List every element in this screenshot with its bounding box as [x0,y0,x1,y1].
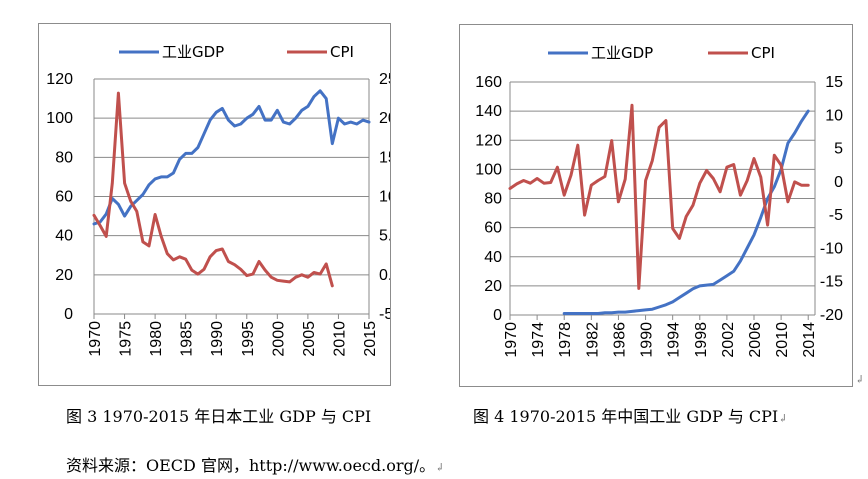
chart1-x-tick-label: 2006 [747,322,764,358]
chart0-x-tick-label: 1970 [87,321,104,357]
chart0-x-tick-label: 1995 [240,321,257,357]
chart1-left-tick-label: 60 [484,220,502,237]
chart1-left-tick-label: 160 [475,74,502,91]
chart1-x-tick-label: 2002 [720,322,737,358]
return-mark-2: ↲ [778,412,788,425]
chart0-right-tick-label: 20.0 [379,110,390,127]
chart0-left-tick-label: 120 [46,71,73,88]
chart0-x-tick-label: 1980 [148,321,165,357]
chart0-x-tick-label: 1975 [118,321,135,357]
chart1-x-tick-label: 1994 [666,322,683,358]
chart1-left-tick-label: 140 [475,103,502,120]
chart0-right-tick-label: 10.0 [379,189,390,206]
chart1-right-tick-label: -15 [820,274,843,291]
chart0-x-tick-label: 2000 [270,321,287,357]
chart-panel-japan: 0 20 40 60 80 100 120 -5.0 0.0 5.0 10.0 15.0 20.0 25.… [38,23,391,386]
chart1-left-tick-label: 0 [493,307,502,324]
chart1-left-tick-label: 40 [484,249,502,266]
chart0-gdp-line [92,89,371,226]
source-note-text: 资料来源：OECD 官网，http://www.oecd.org/。 [66,456,436,475]
chart1-x-tick-label: 1986 [611,322,628,358]
chart0-left-tick-label: 40 [55,228,73,245]
chart0-left-tick-label: 20 [55,267,73,284]
chart1-x-tick-label: 2010 [774,322,791,358]
chart1-x-tick-label: 1990 [639,322,656,358]
chart0-left-tick-label: 60 [55,189,73,206]
chart1-left-tick-label: 120 [475,132,502,149]
chart1-right-tick-label: -5 [829,207,843,224]
chart0-left-tick-label: 0 [64,306,73,323]
chart1-right-tick-label: 5 [834,141,843,158]
chart0-right-tick-label: 25.0 [379,71,390,88]
return-mark-3: ↲ [435,461,445,474]
chart1-x-tick-label: 1978 [557,322,574,358]
chart0-x-tick-label: 2015 [362,321,379,357]
chart1-legend-cpi-label: CPI [751,44,775,62]
chart1-right-tick-label: -20 [820,307,843,324]
chart0-legend-gdp-label: 工业GDP [162,43,224,61]
chart-china: 0 20 40 60 80 100 120 140 160 -20 -15 -10 -5 0 5 10 15 19… [475,44,843,358]
chart0-x-tick-label: 2005 [301,321,318,357]
chart1-x-tick-label: 2014 [801,322,818,358]
chart0-right-tick-label: 15.0 [379,149,390,166]
chart0-x-tick-label: 1985 [179,321,196,357]
chart1-gdp-line [562,109,810,315]
chart-japan: 0 20 40 60 80 100 120 -5.0 0.0 5.0 10.0 15.0 20.0 25.… [46,43,390,357]
chart1-right-tick-label: 0 [834,174,843,191]
chart0-right-tick-label: 0.0 [379,267,390,284]
chart1-left-tick-label: 20 [484,278,502,295]
chart0-legend-cpi-label: CPI [330,43,354,61]
figure-3-caption: 图 3 1970-2015 年日本工业 GDP 与 CPI [66,407,372,426]
chart0-right-tick-label: -5.0 [379,306,390,323]
chart0-left-tick-label: 100 [46,110,73,127]
figure-4-caption-text: 图 4 1970-2015 年中国工业 GDP 与 CPI [473,407,779,426]
figure-4-caption: 图 4 1970-2015 年中国工业 GDP 与 CPI↲ [473,403,787,427]
chart0-x-tick-label: 1990 [209,321,226,357]
chart1-left-tick-label: 80 [484,191,502,208]
chart0-left-tick-label: 80 [55,149,73,166]
chart1-x-tick-label: 1982 [584,322,601,358]
chart-panel-china: 0 20 40 60 80 100 120 140 160 -20 -15 -10 -5 0 5 10 15 19… [459,24,853,387]
chart1-cpi-line [508,103,810,290]
chart1-right-tick-label: 15 [825,74,843,91]
return-mark-1: ↲ [855,373,865,386]
chart0-right-tick-label: 5.0 [379,228,390,245]
chart1-legend-gdp-label: 工业GDP [591,44,653,62]
chart1-left-tick-label: 100 [475,161,502,178]
chart1-right-tick-label: 10 [825,107,843,124]
chart0-cpi-line [92,91,334,288]
chart1-x-tick-label: 1970 [503,322,520,358]
chart1-x-tick-label: 1998 [693,322,710,358]
chart1-right-tick-label: -10 [820,240,843,257]
chart1-x-tick-label: 1974 [530,322,547,358]
source-note: 资料来源：OECD 官网，http://www.oecd.org/。↲ [66,452,444,476]
chart0-x-tick-label: 2010 [331,321,348,357]
